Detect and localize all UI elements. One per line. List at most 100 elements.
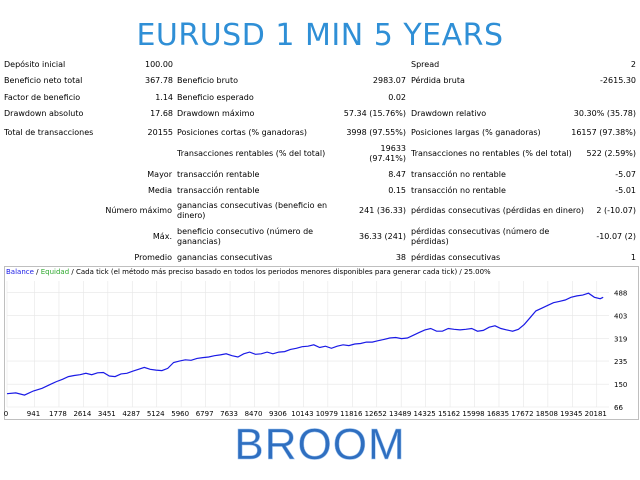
stat-label-mayor-trans: transacción rentable bbox=[177, 170, 260, 179]
stat-label-dd-rel: Drawdown relativo bbox=[411, 109, 487, 118]
stat-value-mayor-trans: 8.47 bbox=[388, 170, 406, 179]
x-tick-label: 15998 bbox=[462, 410, 485, 418]
stat-label-total-trans: Total de transacciones bbox=[4, 128, 94, 137]
stat-label-max-ben: beneficio consecutivo (número de gananci… bbox=[177, 227, 314, 246]
x-tick-label: 10143 bbox=[291, 410, 314, 418]
stat-value-largas: 16157 (97.38%) bbox=[571, 128, 636, 137]
x-tick-label: 14325 bbox=[413, 410, 436, 418]
stat-label-perdida-bruta: Pérdida bruta bbox=[411, 76, 465, 85]
stat-value-max-perd: -10.07 (2) bbox=[596, 232, 636, 241]
stat-value-media-no: -5.01 bbox=[615, 186, 636, 195]
x-tick-label: 18508 bbox=[535, 410, 558, 418]
stat-label-cortas: Posiciones cortas (% ganadoras) bbox=[177, 128, 308, 137]
chart-legend: Balance / Equidad / Cada tick (el método… bbox=[6, 268, 491, 276]
stat-label-esperado: Beneficio esperado bbox=[177, 93, 254, 102]
stat-label-nummax-gan: ganancias consecutivas (beneficio en din… bbox=[177, 201, 328, 220]
y-tick-label: 488 bbox=[614, 289, 627, 297]
x-tick-label: 15162 bbox=[437, 410, 461, 418]
x-axis: 0 941 1778 2614 3451 4287 5124 5960 6797 7633 8470… bbox=[0, 410, 640, 420]
balance-chart: 66 150 235 319 403 488 bbox=[4, 266, 639, 420]
x-tick-label: 13489 bbox=[389, 410, 412, 418]
stat-value-dd-rel: 30.30% (35.78) bbox=[573, 109, 636, 118]
stat-label-max: Máx. bbox=[152, 232, 172, 241]
x-tick-label: 19345 bbox=[560, 410, 583, 418]
x-tick-label: 6797 bbox=[195, 410, 214, 418]
stat-label-rentables: Transacciones rentables (% del total) bbox=[177, 149, 326, 158]
legend-description: Cada tick (el método más preciso basado … bbox=[75, 268, 491, 276]
stat-label-media-trans: transacción rentable bbox=[177, 186, 260, 195]
stat-label-beneficio-neto: Beneficio neto total bbox=[4, 76, 83, 85]
stat-label-spread: Spread bbox=[411, 60, 440, 69]
stat-label-beneficio-bruto: Beneficio bruto bbox=[177, 76, 238, 85]
legend-separator: / bbox=[33, 268, 41, 276]
x-tick-label: 16835 bbox=[486, 410, 510, 418]
legend-equidad: Equidad bbox=[40, 268, 70, 276]
x-tick-label: 11816 bbox=[340, 410, 363, 418]
page-title: EURUSD 1 MIN 5 YEARS bbox=[136, 18, 504, 53]
stat-label-deposito: Depósito inicial bbox=[4, 60, 66, 69]
stat-label-promedio: Promedio bbox=[134, 253, 172, 262]
x-tick-label: 1778 bbox=[49, 410, 67, 418]
legend-separator: / bbox=[69, 268, 76, 276]
legend-balance: Balance bbox=[6, 268, 34, 276]
stat-value-beneficio-bruto: 2983.07 bbox=[372, 76, 406, 85]
stat-label-factor: Factor de beneficio bbox=[4, 93, 81, 102]
stat-label-no-rentables: Transacciones no rentables (% del total) bbox=[411, 149, 572, 158]
stat-value-mayor-no: -5.07 bbox=[615, 170, 636, 179]
x-tick-label: 20181 bbox=[584, 410, 607, 418]
stat-label-dd-max: Drawdown máximo bbox=[177, 109, 255, 118]
stat-label-promedio-perd: pérdidas consecutivas bbox=[411, 253, 501, 262]
x-tick-label: 3451 bbox=[97, 410, 116, 418]
x-tick-label: 10979 bbox=[315, 410, 338, 418]
stat-value-media-trans: 0.15 bbox=[388, 186, 406, 195]
stat-label-max-perd: pérdidas consecutivas (número de pérdida… bbox=[411, 227, 550, 246]
balance-series-line bbox=[6, 292, 604, 396]
stat-value-cortas: 3998 (97.55%) bbox=[346, 128, 406, 137]
stat-value-perdida-bruta: -2615.30 bbox=[600, 76, 636, 85]
x-tick-label: 2614 bbox=[73, 410, 92, 418]
x-tick-label: 12652 bbox=[364, 410, 387, 418]
stat-label-dd-abs: Drawdown absoluto bbox=[4, 109, 84, 118]
stat-value-promedio-gan: 38 bbox=[395, 253, 406, 262]
stat-value-beneficio-neto: 367.78 bbox=[145, 76, 173, 85]
stat-label-media-no: transacción no rentable bbox=[411, 186, 506, 195]
y-tick-label: 403 bbox=[614, 312, 627, 320]
stat-label-mayor-no: transacción no rentable bbox=[411, 170, 506, 179]
stat-label-media: Media bbox=[147, 186, 172, 195]
stat-value-nummax-perd: 2 (-10.07) bbox=[596, 206, 636, 215]
x-tick-label: 5960 bbox=[171, 410, 190, 418]
x-tick-label: 7633 bbox=[220, 410, 238, 418]
stat-value-factor: 1.14 bbox=[155, 93, 173, 102]
y-tick-label: 319 bbox=[614, 335, 627, 343]
x-tick-label: 9306 bbox=[269, 410, 287, 418]
stat-value-rentables-pct: (97.41%) bbox=[369, 154, 406, 163]
stat-label-largas: Posiciones largas (% ganadoras) bbox=[411, 128, 541, 137]
stat-label-nummax-perd: pérdidas consecutivas (pérdidas en diner… bbox=[411, 206, 584, 215]
stat-value-spread: 2 bbox=[630, 60, 636, 69]
stat-value-promedio-perd: 1 bbox=[630, 253, 636, 262]
stat-value-dd-max: 57.34 (15.76%) bbox=[343, 109, 406, 118]
stats-report: Depósito inicial 100.00 Spread 2 Benefic… bbox=[0, 56, 640, 264]
stat-label-promedio-gan: ganancias consecutivas bbox=[177, 253, 273, 262]
stat-label-nummax: Número máximo bbox=[105, 206, 172, 215]
chart-canvas: 66 150 235 319 403 488 bbox=[6, 281, 627, 412]
x-tick-label: 17672 bbox=[511, 410, 534, 418]
stat-value-esperado: 0.02 bbox=[388, 93, 406, 102]
x-tick-label: 8470 bbox=[244, 410, 263, 418]
x-tick-label: 5124 bbox=[146, 410, 165, 418]
y-tick-label: 150 bbox=[614, 381, 627, 389]
x-tick-label: 0 bbox=[3, 410, 9, 418]
stat-value-no-rentables: 522 (2.59%) bbox=[586, 149, 636, 158]
x-tick-label: 941 bbox=[26, 410, 41, 418]
stat-value-dd-abs: 17.68 bbox=[150, 109, 173, 118]
y-tick-label: 235 bbox=[614, 358, 627, 366]
brand-logo-text: BROOM bbox=[234, 420, 406, 470]
stat-value-nummax-gan: 241 (36.33) bbox=[359, 206, 406, 215]
x-tick-label: 4287 bbox=[122, 410, 141, 418]
stat-label-mayor: Mayor bbox=[147, 170, 172, 179]
stat-value-total-trans: 20155 bbox=[147, 128, 173, 137]
stat-value-max-ben: 36.33 (241) bbox=[359, 232, 406, 241]
y-tick-label: 66 bbox=[614, 404, 623, 412]
stat-value-rentables-count: 19633 bbox=[380, 144, 406, 153]
stat-value-deposito: 100.00 bbox=[145, 60, 173, 69]
